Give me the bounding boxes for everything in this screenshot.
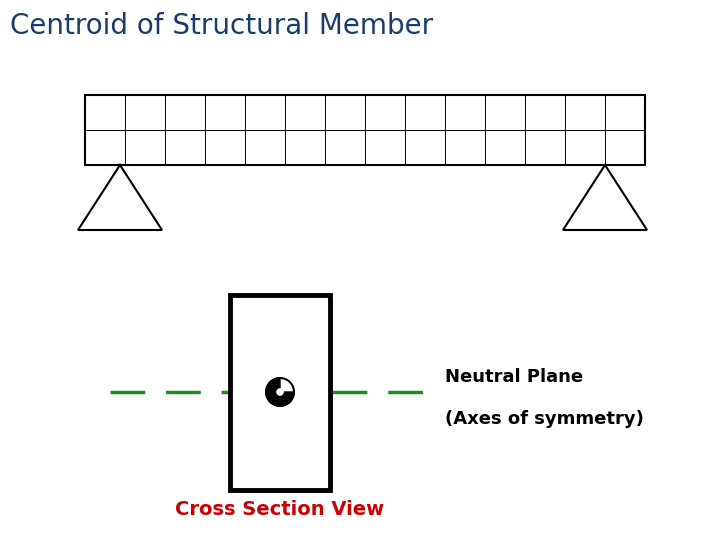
Polygon shape (280, 392, 294, 406)
Polygon shape (266, 378, 280, 406)
Text: Neutral Plane: Neutral Plane (445, 368, 583, 386)
Bar (230, 295, 330, 490)
Text: Centroid of Structural Member: Centroid of Structural Member (10, 12, 433, 40)
Text: Cross Section View: Cross Section View (176, 500, 384, 519)
Text: (Axes of symmetry): (Axes of symmetry) (445, 410, 644, 428)
Bar (85, 95, 645, 165)
Circle shape (277, 389, 283, 395)
Polygon shape (78, 165, 162, 230)
Polygon shape (563, 165, 647, 230)
Circle shape (266, 378, 294, 406)
